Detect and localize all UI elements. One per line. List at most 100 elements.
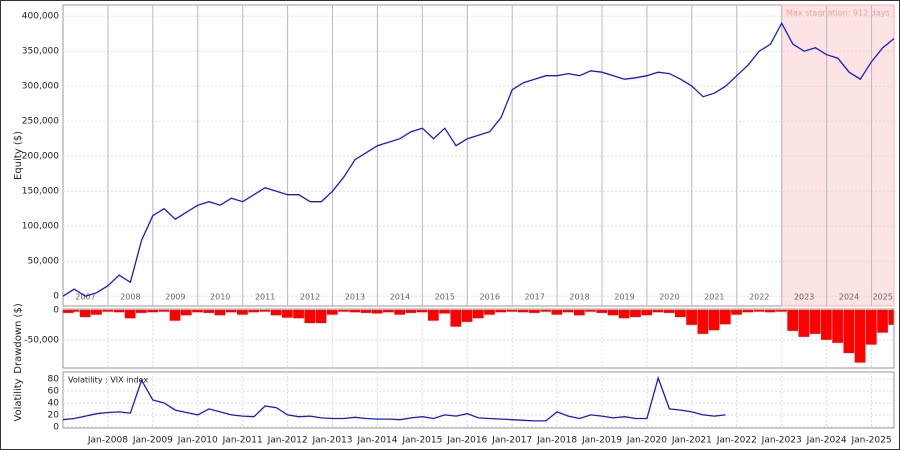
bar [124, 309, 136, 319]
bar [439, 309, 450, 314]
bar [135, 309, 147, 313]
bar [517, 309, 529, 313]
bar [405, 309, 417, 313]
y-tick-label: 80 [48, 375, 60, 385]
bar [573, 309, 585, 316]
year-label: 2009 [165, 293, 185, 302]
year-label: 2012 [300, 293, 320, 302]
y-axis-label: Drawdown ($) [13, 303, 24, 374]
bar [764, 309, 776, 313]
bar [68, 309, 80, 312]
year-label: 2016 [480, 293, 500, 302]
bar [349, 309, 361, 313]
x-tick-label: Jan-2013 [311, 436, 352, 446]
x-tick-label: Jan-2022 [716, 436, 757, 446]
bar [427, 309, 439, 321]
bar [383, 309, 394, 313]
y-tick-label: 350,000 [22, 47, 59, 57]
bar [225, 309, 237, 313]
bar [270, 309, 282, 316]
bar [192, 309, 203, 313]
bar [708, 309, 720, 331]
bar [787, 309, 799, 331]
bar [821, 309, 832, 340]
y-axis-label: Equity ($) [13, 131, 24, 180]
bar [214, 309, 226, 316]
x-tick-label: Jan-2020 [626, 436, 667, 446]
bar [618, 309, 630, 319]
y-tick-label: 0 [53, 292, 59, 302]
x-tick-label: Jan-2025 [851, 436, 892, 446]
bar [776, 309, 787, 312]
bar [652, 309, 664, 313]
bar [719, 309, 731, 325]
year-label: 2024 [839, 293, 859, 302]
bar [472, 309, 484, 319]
bar [484, 309, 495, 315]
year-label: 2013 [345, 293, 365, 302]
bar [338, 309, 349, 312]
year-label: 2021 [704, 293, 724, 302]
bar [888, 309, 894, 325]
year-label: 2022 [749, 293, 769, 302]
y-tick-label: 100,000 [22, 222, 59, 232]
legend: Volatility : VIX index [68, 376, 148, 385]
bar [91, 309, 102, 315]
bar [506, 309, 518, 312]
bar [742, 309, 754, 313]
y-tick-label: 0 [53, 305, 59, 315]
year-label: 2019 [614, 293, 634, 302]
bar [540, 309, 551, 312]
bar [843, 309, 855, 354]
x-tick-label: Jan-2015 [401, 436, 442, 446]
year-label: 2014 [390, 293, 410, 302]
x-tick-label: Jan-2018 [536, 436, 577, 446]
x-tick-label: Jan-2021 [671, 436, 712, 446]
bar [865, 309, 877, 345]
bar [697, 309, 709, 334]
bar [832, 309, 843, 343]
bar [237, 309, 248, 315]
year-label: 2023 [794, 293, 814, 302]
series-line [62, 375, 726, 422]
y-tick-label: 60 [48, 387, 60, 397]
bar [630, 309, 641, 318]
bar [248, 309, 260, 313]
bar [79, 309, 91, 318]
y-tick-label: 50,000 [28, 257, 60, 267]
bar [450, 309, 462, 327]
x-tick-label: Jan-2012 [267, 436, 308, 446]
x-tick-label: Jan-2009 [132, 436, 173, 446]
bar [607, 309, 619, 316]
bar [551, 309, 563, 315]
bar [495, 309, 507, 313]
year-label: 2015 [435, 293, 455, 302]
bar [304, 309, 316, 324]
bar [641, 309, 653, 316]
x-tick-label: Jan-2024 [806, 436, 847, 446]
bar [259, 309, 271, 312]
bar [529, 309, 540, 313]
bar [147, 309, 158, 313]
plot-area [62, 308, 895, 369]
bar [180, 309, 192, 316]
bar [798, 309, 810, 337]
bar [360, 309, 372, 313]
year-label: 2020 [659, 293, 679, 302]
y-tick-label: 150,000 [22, 187, 59, 197]
bar [158, 309, 170, 312]
bar [102, 309, 114, 312]
y-tick-label: 200,000 [22, 152, 59, 162]
bar [315, 309, 327, 324]
y-tick-label: 0 [53, 422, 59, 432]
y-tick-label: 400,000 [22, 12, 59, 22]
bar [113, 309, 125, 313]
y-tick-label: 40 [48, 398, 60, 408]
bar [281, 309, 293, 318]
series-line [62, 21, 895, 297]
plot-area [62, 371, 895, 429]
year-label: 2018 [569, 293, 589, 302]
year-label: 2010 [210, 293, 230, 302]
x-tick-label: Jan-2008 [87, 436, 128, 446]
